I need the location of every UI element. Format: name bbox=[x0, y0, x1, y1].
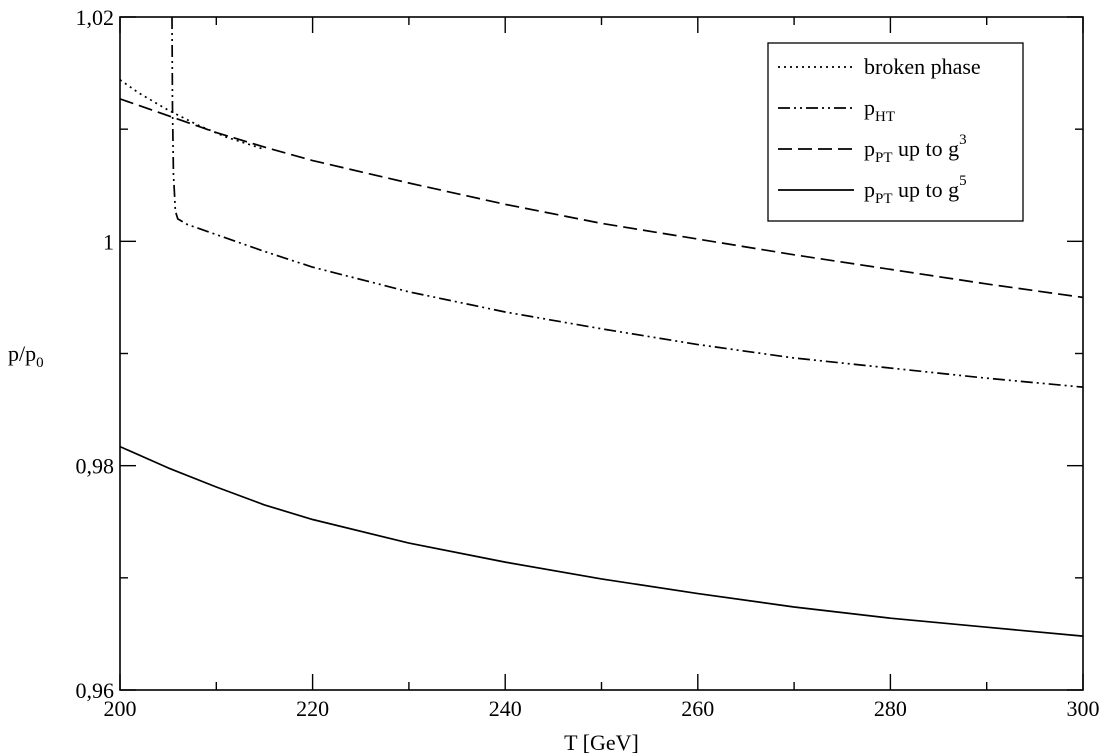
legend-box bbox=[767, 42, 1024, 222]
x-tick-label: 280 bbox=[874, 696, 907, 721]
axis-ticks bbox=[119, 16, 1084, 691]
x-tick-label: 220 bbox=[296, 696, 329, 721]
legend-label: broken phase bbox=[864, 54, 981, 79]
axis-tick-labels: 200 220 240 260 280 300 0,96 0,98 1 1,02 bbox=[76, 5, 1100, 721]
y-axis-label: p/p0 bbox=[8, 341, 44, 371]
legend-label: pHT bbox=[864, 95, 895, 125]
legend-item-broken: broken phase bbox=[778, 54, 981, 79]
y-tick-label: 1,02 bbox=[76, 5, 115, 30]
y-tick-label: 1 bbox=[103, 229, 114, 254]
legend: broken phase pHT pPT up to g3 pPT up to g5 bbox=[767, 42, 1024, 222]
y-tick-label: 0,98 bbox=[76, 454, 115, 479]
plot-lines bbox=[120, 17, 1083, 638]
y-tick-label: 0,96 bbox=[76, 678, 115, 703]
legend-label: pPT up to g5 bbox=[864, 173, 967, 207]
x-tick-label: 300 bbox=[1067, 696, 1100, 721]
legend-items: broken phase pHT pPT up to g3 pPT up to g5 bbox=[778, 54, 981, 207]
series-line-pt5 bbox=[120, 445, 1083, 638]
legend-item-pt5: pPT up to g5 bbox=[778, 173, 967, 207]
legend-label: pPT up to g3 bbox=[864, 132, 967, 166]
x-tick-label: 200 bbox=[104, 696, 137, 721]
x-tick-label: 240 bbox=[489, 696, 522, 721]
x-tick-label: 260 bbox=[681, 696, 714, 721]
y-axis-label-main: p/p bbox=[8, 341, 36, 366]
y-axis-label-sub: 0 bbox=[36, 355, 44, 371]
series-line-broken bbox=[120, 79, 265, 151]
legend-item-pht: pHT bbox=[778, 95, 895, 125]
legend-item-pt3: pPT up to g3 bbox=[778, 132, 967, 166]
series-line-pt3 bbox=[120, 98, 1083, 299]
x-axis-label: T [GeV] bbox=[564, 730, 639, 755]
